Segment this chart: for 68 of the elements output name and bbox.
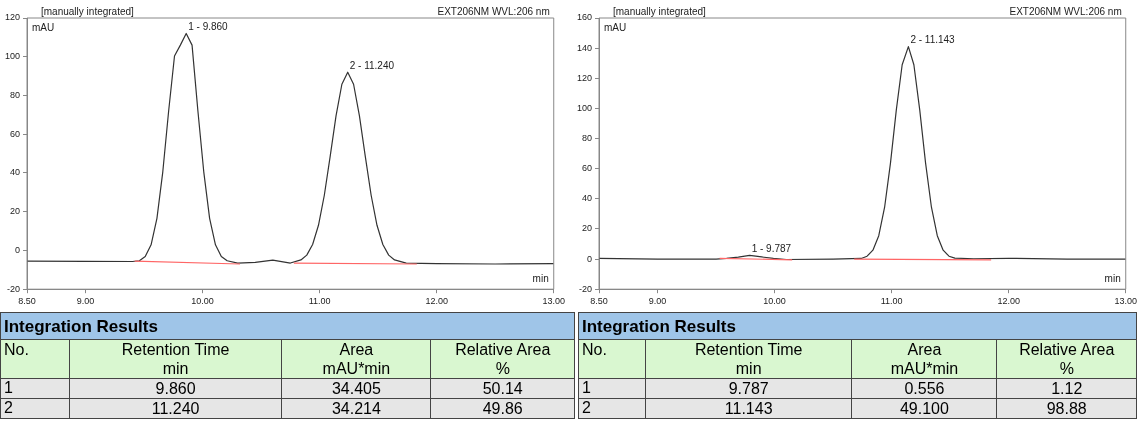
- y-axis-title: mAU: [32, 21, 55, 33]
- text: 9.860: [69, 378, 282, 399]
- text: EXT206NM WVL:206 nm: [437, 5, 550, 17]
- x-axis-title: min: [1104, 272, 1121, 284]
- text: Relative Area %: [996, 339, 1137, 379]
- text: 2: [578, 398, 646, 419]
- y-tick-label: 100: [576, 102, 593, 113]
- text: [manually integrated]: [613, 5, 707, 17]
- x-tick-label: 11.00: [880, 296, 903, 307]
- annotation: 1 - 9.787: [751, 243, 792, 255]
- annotation: 1 - 9.860: [188, 21, 229, 33]
- text: No.: [578, 339, 646, 379]
- text: 1.12: [996, 378, 1137, 399]
- y-tick-label: 40: [582, 193, 593, 204]
- x-tick-label: 12.00: [425, 296, 448, 307]
- x-tick-label: 13.00: [1114, 296, 1137, 307]
- text: 11.143: [645, 398, 852, 419]
- y-tick-label: 100: [4, 51, 21, 62]
- text: [manually integrated]: [41, 5, 135, 17]
- text: Area mAU*min: [281, 339, 431, 379]
- text: Relative Area %: [430, 339, 575, 379]
- text: Integration Results: [578, 312, 1137, 340]
- y-tick-label: 80: [582, 133, 593, 144]
- y-tick-label: 0: [587, 253, 593, 264]
- x-tick-label: 12.00: [997, 296, 1020, 307]
- text: 11.240: [69, 398, 282, 419]
- text: Area mAU*min: [851, 339, 997, 379]
- text: 9.787: [645, 378, 852, 399]
- x-tick-label: 8.50: [590, 296, 608, 307]
- text: 0.556: [851, 378, 997, 399]
- y-tick-label: -20: [7, 283, 21, 294]
- y-tick-label: 0: [15, 244, 21, 255]
- x-tick-label: 8.50: [18, 296, 36, 307]
- text: No.: [0, 339, 70, 379]
- text: Retention Time min: [645, 339, 852, 379]
- text: Retention Time min: [69, 339, 282, 379]
- text: Integration Results: [0, 312, 575, 340]
- y-tick-label: 60: [10, 128, 21, 139]
- y-tick-label: 160: [576, 12, 593, 23]
- x-tick-label: 9.00: [76, 296, 95, 307]
- y-tick-label: -20: [579, 283, 593, 294]
- y-tick-label: 140: [576, 42, 593, 53]
- text: 1: [578, 378, 646, 399]
- x-tick-label: 10.00: [191, 296, 214, 307]
- y-tick-label: 80: [10, 89, 21, 100]
- y-tick-label: 60: [582, 163, 593, 174]
- y-axis-title: mAU: [604, 21, 627, 33]
- y-tick-label: 20: [10, 206, 21, 217]
- y-tick-label: 40: [10, 167, 21, 178]
- annotation: 2 - 11.240: [349, 59, 395, 71]
- text: 2: [0, 398, 70, 419]
- text: 1: [0, 378, 70, 399]
- x-tick-label: 11.00: [308, 296, 331, 307]
- text: 34.214: [281, 398, 431, 419]
- text: 98.88: [996, 398, 1137, 419]
- x-axis-title: min: [532, 272, 549, 284]
- x-tick-label: 13.00: [542, 296, 565, 307]
- text: EXT206NM WVL:206 nm: [1009, 5, 1122, 17]
- x-tick-label: 9.00: [648, 296, 667, 307]
- text: 34.405: [281, 378, 431, 399]
- y-tick-label: 120: [4, 12, 21, 23]
- y-tick-label: 20: [582, 223, 593, 234]
- annotation: 2 - 11.143: [910, 34, 956, 46]
- x-tick-label: 10.00: [763, 296, 786, 307]
- text: 49.100: [851, 398, 997, 419]
- text: 49.86: [430, 398, 575, 419]
- y-tick-label: 120: [576, 72, 593, 83]
- text: 50.14: [430, 378, 575, 399]
